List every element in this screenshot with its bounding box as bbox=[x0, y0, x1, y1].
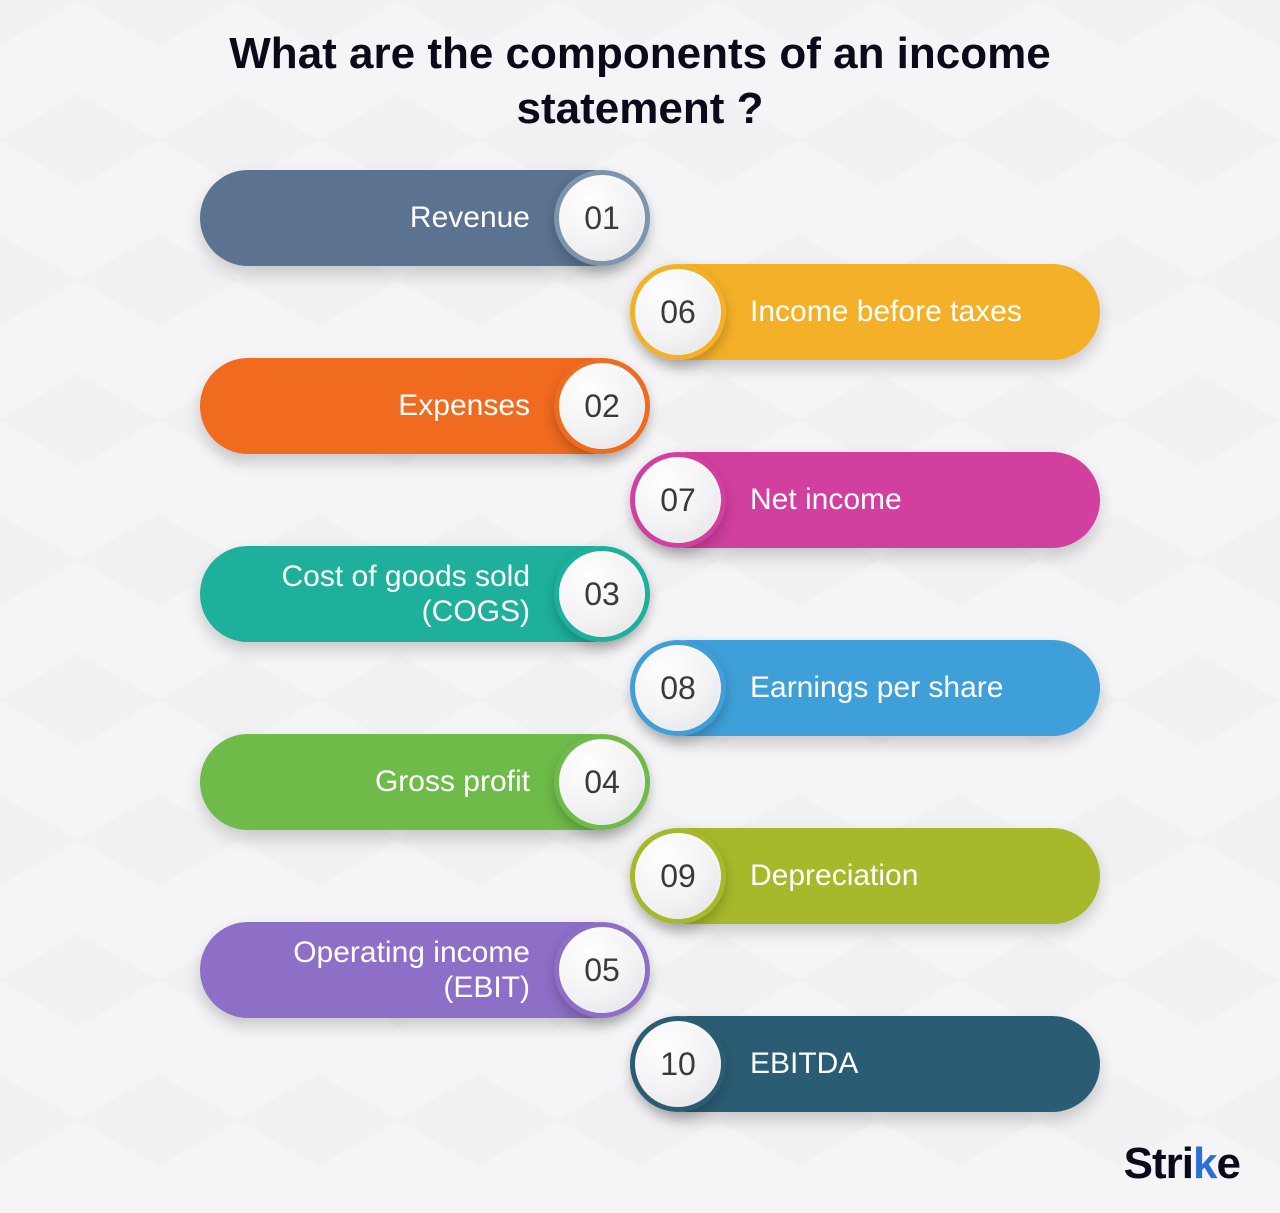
component-number-badge: 09 bbox=[630, 828, 726, 924]
component-item-06: Income before taxes06 bbox=[640, 264, 1100, 360]
component-item-09: Depreciation09 bbox=[640, 828, 1100, 924]
component-label: Operating income (EBIT) bbox=[240, 935, 530, 1006]
component-number-badge: 01 bbox=[554, 170, 650, 266]
logo-text-part2: e bbox=[1217, 1139, 1240, 1188]
component-item-02: Expenses02 bbox=[200, 358, 640, 454]
component-label: Gross profit bbox=[375, 764, 530, 799]
component-number-badge: 06 bbox=[630, 264, 726, 360]
component-number-badge: 03 bbox=[554, 546, 650, 642]
component-item-08: Earnings per share08 bbox=[640, 640, 1100, 736]
component-label: Income before taxes bbox=[750, 294, 1022, 329]
component-item-01: Revenue01 bbox=[200, 170, 640, 266]
component-number-badge: 08 bbox=[630, 640, 726, 736]
component-label: Expenses bbox=[398, 388, 530, 423]
component-item-04: Gross profit04 bbox=[200, 734, 640, 830]
logo-text-accent: k bbox=[1193, 1139, 1216, 1188]
component-item-07: Net income07 bbox=[640, 452, 1100, 548]
component-label: Cost of goods sold (COGS) bbox=[240, 559, 530, 630]
component-number-badge: 04 bbox=[554, 734, 650, 830]
component-number-badge: 02 bbox=[554, 358, 650, 454]
page-title: What are the components of an income sta… bbox=[190, 26, 1090, 136]
brand-logo: Strike bbox=[1124, 1139, 1240, 1189]
component-label: Depreciation bbox=[750, 858, 918, 893]
component-label: Earnings per share bbox=[750, 670, 1003, 705]
component-label: Net income bbox=[750, 482, 902, 517]
component-item-10: EBITDA10 bbox=[640, 1016, 1100, 1112]
component-number-badge: 07 bbox=[630, 452, 726, 548]
component-item-03: Cost of goods sold (COGS)03 bbox=[200, 546, 640, 642]
component-label: Revenue bbox=[410, 200, 530, 235]
component-number-badge: 05 bbox=[554, 922, 650, 1018]
component-label: EBITDA bbox=[750, 1046, 858, 1081]
logo-text-part1: Stri bbox=[1124, 1139, 1193, 1188]
component-number-badge: 10 bbox=[630, 1016, 726, 1112]
component-item-05: Operating income (EBIT)05 bbox=[200, 922, 640, 1018]
